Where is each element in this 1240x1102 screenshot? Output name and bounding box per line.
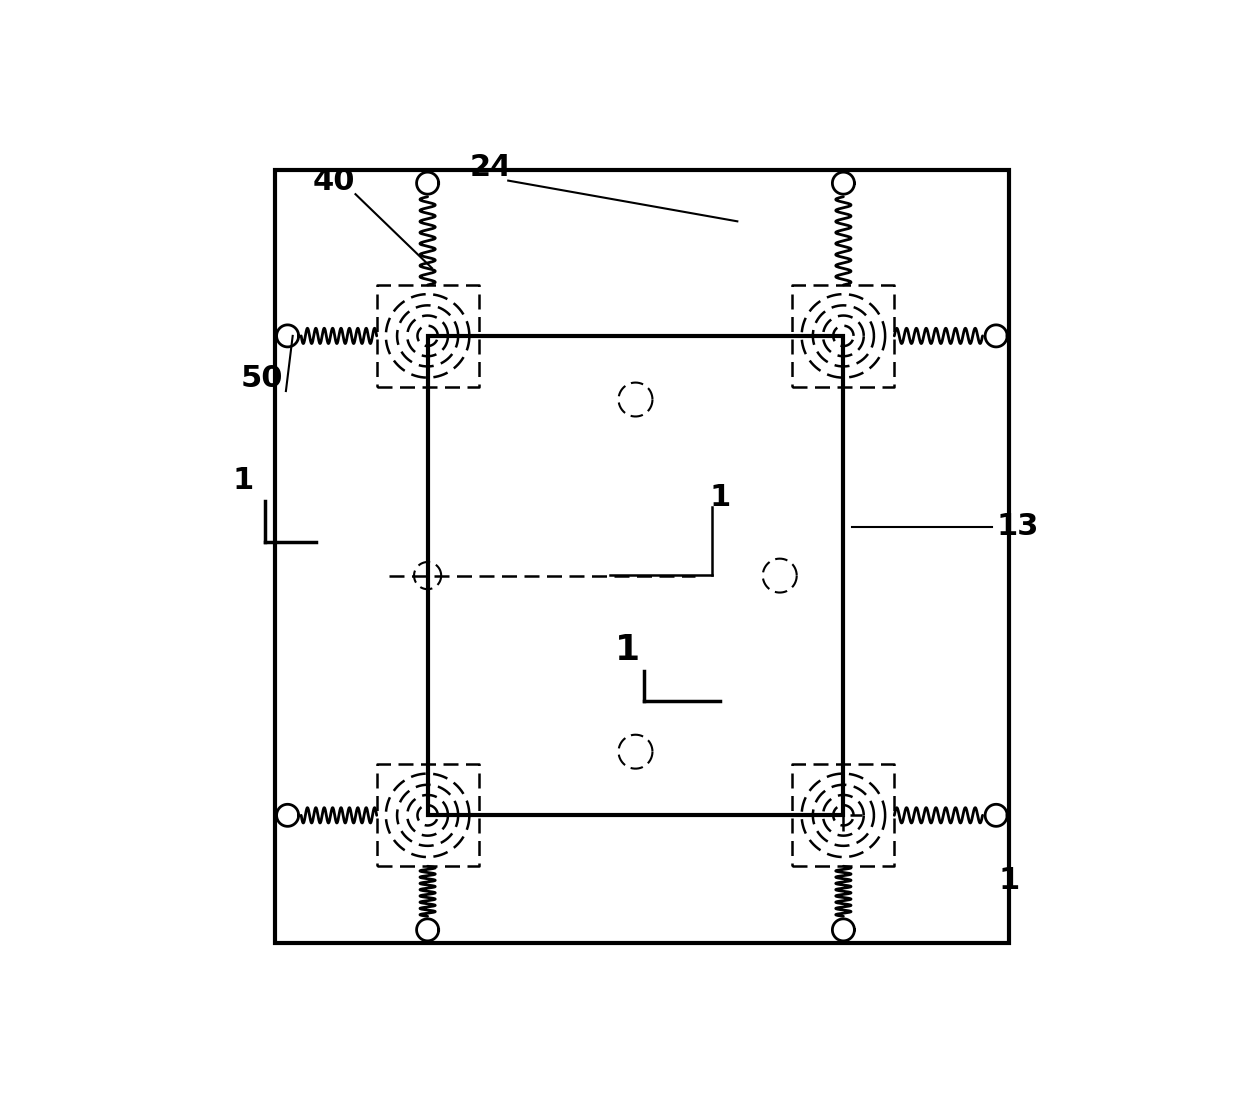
- Text: 1: 1: [709, 483, 730, 511]
- Text: 24: 24: [470, 153, 512, 182]
- Text: 1: 1: [998, 866, 1019, 895]
- Text: 13: 13: [996, 512, 1039, 541]
- Text: 1: 1: [615, 633, 640, 667]
- Text: 40: 40: [312, 168, 356, 196]
- Bar: [428, 336, 843, 815]
- Text: 1: 1: [233, 466, 254, 495]
- Bar: [275, 171, 1009, 942]
- Text: 50: 50: [241, 364, 284, 392]
